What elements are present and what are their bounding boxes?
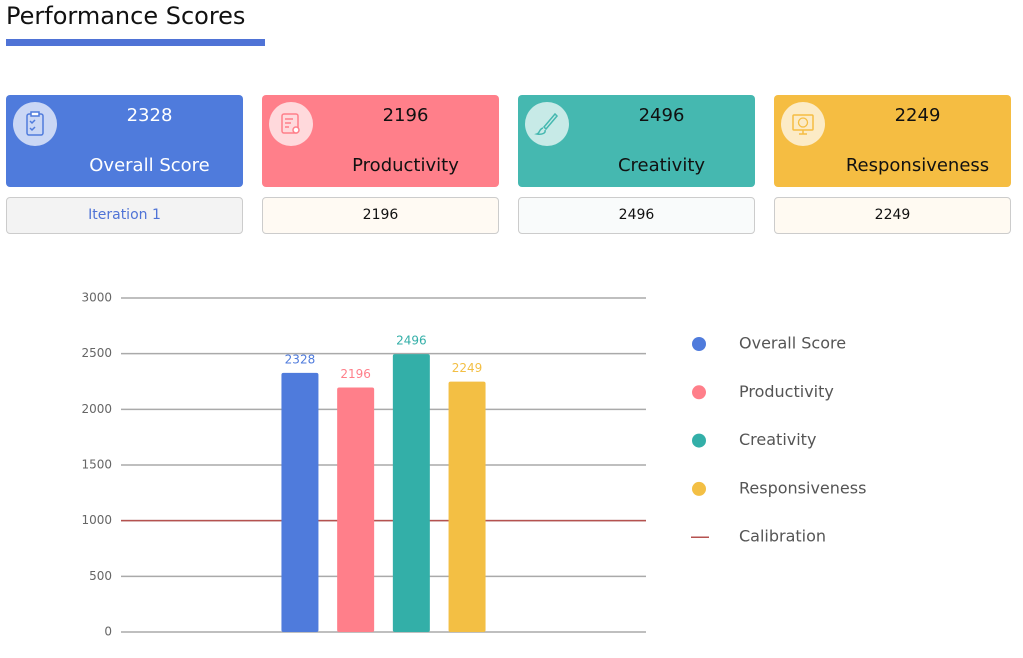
legend-marker xyxy=(692,481,706,496)
y-tick-label: 3000 xyxy=(81,291,112,305)
legend-marker xyxy=(692,433,706,448)
legend-marker xyxy=(692,337,706,351)
icon-glyph xyxy=(534,112,559,135)
score-card: 2328 Overall Score xyxy=(6,95,243,187)
card-value: 2496 xyxy=(638,105,685,126)
y-tick-label: 1500 xyxy=(81,458,112,472)
y-tick-label: 2000 xyxy=(81,402,112,416)
score-card: 2249 Responsiveness xyxy=(774,95,1011,187)
bar xyxy=(281,372,319,632)
card-footer: 2196 xyxy=(262,197,499,234)
y-tick-label: 1000 xyxy=(81,513,112,527)
legend-label: Productivity xyxy=(739,382,834,401)
legend-label: Overall Score xyxy=(739,334,846,353)
score-card: 2196 Productivity xyxy=(262,95,499,187)
card-label: Responsiveness xyxy=(845,155,990,176)
bar xyxy=(448,381,486,632)
card-label: Creativity xyxy=(617,155,706,176)
title-underline xyxy=(6,39,265,46)
bar xyxy=(337,387,375,632)
data-label: 2328 xyxy=(285,352,316,366)
y-tick-label: 500 xyxy=(89,569,112,583)
legend-marker xyxy=(692,385,706,400)
icon-glyph xyxy=(281,113,300,134)
legend-label: Creativity xyxy=(739,430,816,449)
page-title: Performance Scores xyxy=(6,2,246,30)
score-card: 2496 Creativity xyxy=(518,95,755,187)
card-label: Productivity xyxy=(352,155,459,176)
data-label: 2249 xyxy=(452,361,483,375)
card-footer: Iteration 1 xyxy=(6,197,243,234)
data-label: 2496 xyxy=(396,334,427,348)
data-label: 2196 xyxy=(340,367,371,381)
card-value: 2328 xyxy=(126,105,173,126)
bar xyxy=(392,354,430,632)
icon-glyph xyxy=(26,111,44,136)
legend-label: Calibration xyxy=(739,527,826,546)
icon-glyph xyxy=(792,114,814,135)
card-icon xyxy=(781,102,825,146)
card-footer: 2496 xyxy=(518,197,755,234)
card-footer: 2249 xyxy=(774,197,1011,234)
legend-label: Responsiveness xyxy=(739,478,866,497)
y-tick-label: 0 xyxy=(104,625,112,639)
card-label: Overall Score xyxy=(89,155,210,176)
y-tick-label: 2500 xyxy=(81,346,112,360)
card-icon xyxy=(13,102,57,146)
card-icon xyxy=(269,102,313,146)
card-value: 2249 xyxy=(894,105,941,126)
card-icon xyxy=(525,102,569,146)
card-value: 2196 xyxy=(382,105,429,126)
